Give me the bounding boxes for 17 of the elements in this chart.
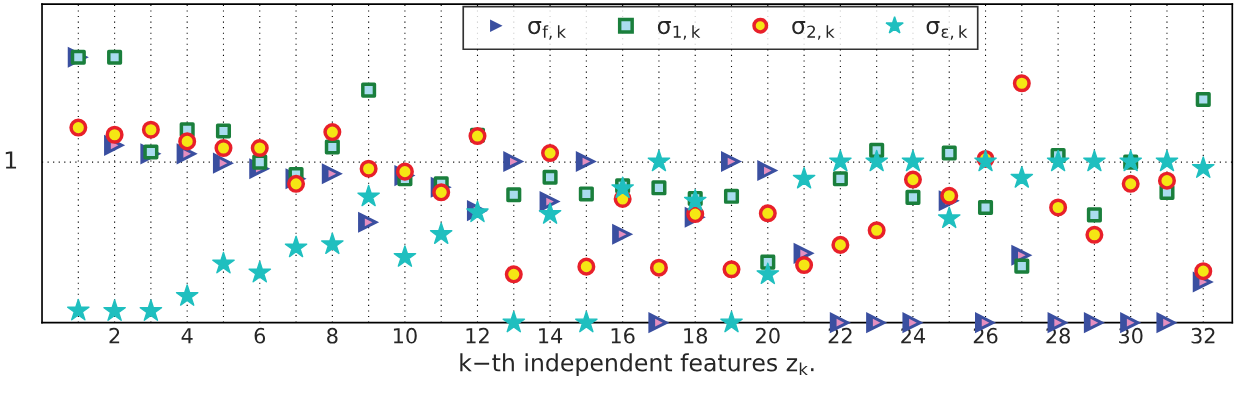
x-tick-label: 32 [1191, 327, 1215, 344]
x-tick-label: 12 [466, 327, 489, 344]
x-tick-label: 4 [181, 328, 193, 344]
legend-label: σ$_{f,k}$ [528, 20, 566, 40]
x-axis-title: k−th independent features z$_{k}$. [460, 353, 814, 377]
x-tick-label: 2 [109, 327, 120, 344]
x-tick-label: 10 [393, 327, 417, 344]
legend-label: σ$_{ε,k}$ [926, 20, 968, 40]
x-tick-label: 14 [539, 328, 563, 344]
legend-label: σ$_{2,k}$ [792, 20, 835, 40]
x-tick-label: 8 [327, 327, 338, 344]
legend-label: σ$_{1,k}$ [657, 20, 701, 40]
x-tick-label: 18 [684, 327, 708, 344]
x-tick-label: 20 [756, 327, 780, 344]
x-tick-label: 6 [254, 327, 266, 344]
x-tick-label: 16 [611, 327, 635, 344]
ref-line-label: 1 [5, 151, 17, 169]
